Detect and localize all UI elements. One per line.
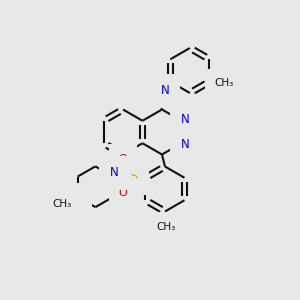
Text: N: N: [160, 84, 169, 98]
Text: N: N: [110, 167, 118, 179]
Text: O: O: [118, 154, 127, 164]
Text: CH₃: CH₃: [157, 221, 176, 232]
Text: H: H: [152, 84, 161, 98]
Text: N: N: [72, 194, 81, 207]
Text: N: N: [181, 113, 189, 126]
Text: CH₃: CH₃: [52, 199, 72, 209]
Text: S: S: [129, 170, 137, 183]
Text: O: O: [118, 188, 127, 198]
Text: CH₃: CH₃: [215, 78, 234, 88]
Text: N: N: [181, 138, 189, 151]
